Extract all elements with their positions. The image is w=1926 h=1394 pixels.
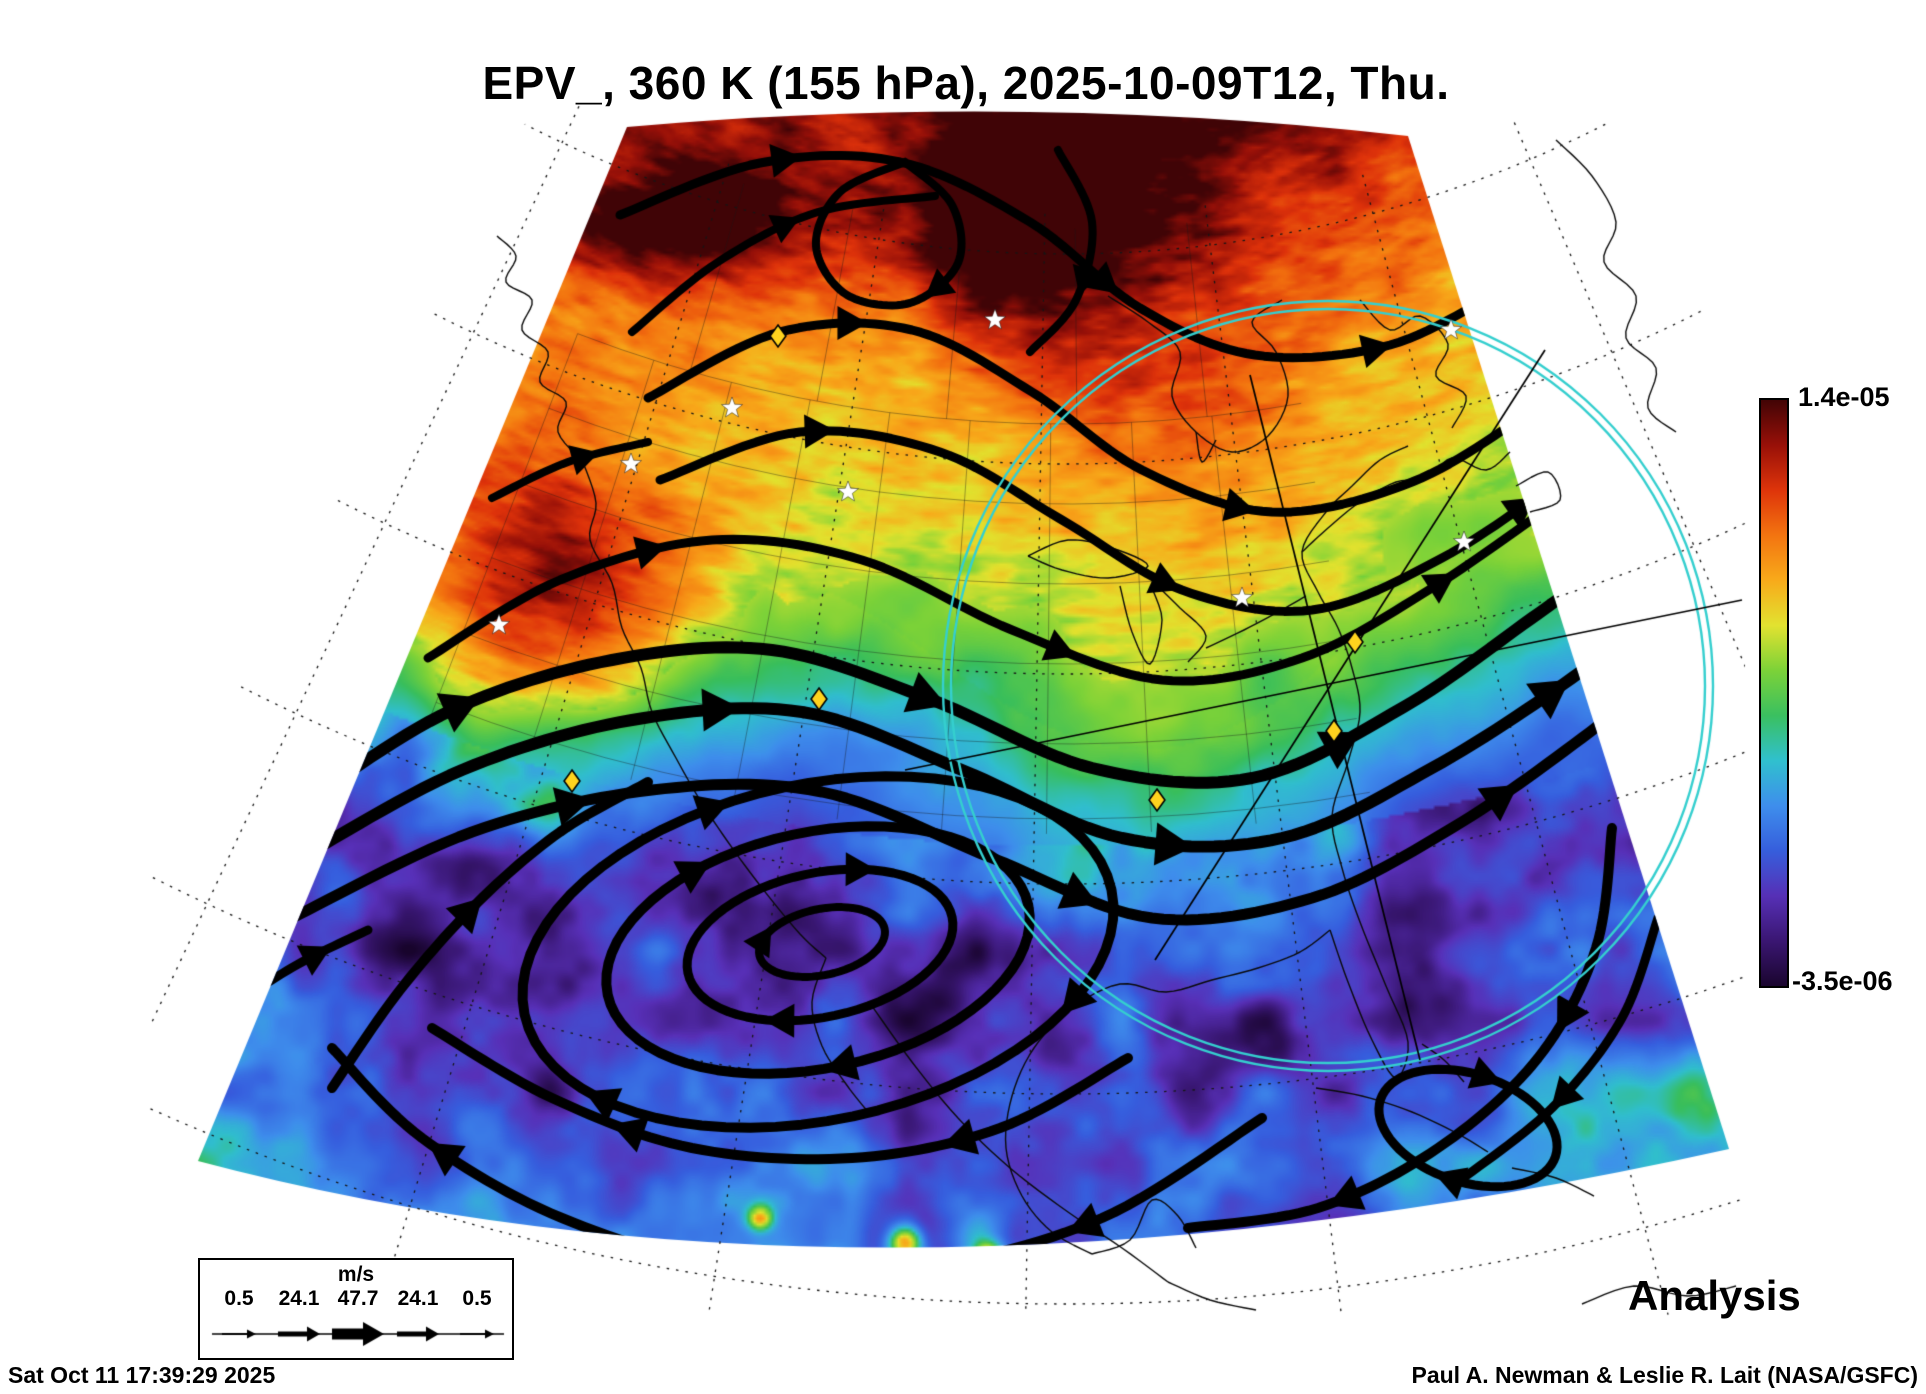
wind-legend-value: 24.1: [278, 1287, 320, 1310]
footer-credit: Paul A. Newman & Leslie R. Lait (NASA/GS…: [1411, 1362, 1918, 1388]
wind-legend-value: 0.5: [224, 1287, 254, 1310]
wind-scale-arrows-icon: [200, 1312, 516, 1360]
colorbar-min-label: -3.5e-06: [1792, 966, 1893, 996]
colorbar: [1759, 398, 1789, 988]
wind-legend-value: 24.1: [397, 1287, 439, 1310]
wind-legend-units: m/s: [337, 1263, 375, 1286]
footer-timestamp: Sat Oct 11 17:39:29 2025: [8, 1362, 276, 1388]
wind-legend-value: 0.5: [462, 1287, 492, 1310]
wind-legend-box: m/s 0.5 24.1 47.7 24.1 0.5: [198, 1258, 516, 1360]
wind-legend-value: 47.7: [337, 1287, 379, 1310]
analysis-label: Analysis: [1628, 1272, 1801, 1319]
plot-title: EPV_, 360 K (155 hPa), 2025-10-09T12, Th…: [482, 57, 1450, 109]
colorbar-max-label: 1.4e-05: [1798, 382, 1890, 412]
